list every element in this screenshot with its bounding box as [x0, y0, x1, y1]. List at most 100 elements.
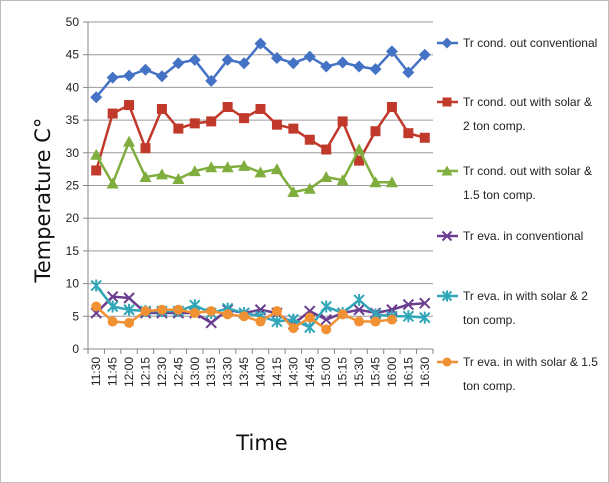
data-point — [156, 103, 167, 114]
data-point — [369, 63, 382, 76]
data-point — [353, 60, 366, 73]
y-tick-label: 45 — [66, 48, 80, 62]
x-tick-label: 12:00 — [122, 357, 136, 387]
legend: Tr cond. out conventional Tr cond. out wi… — [437, 36, 598, 393]
data-point — [91, 165, 102, 176]
data-point — [402, 66, 415, 79]
y-tick-label: 40 — [66, 80, 80, 94]
data-point — [205, 161, 218, 173]
legend-item-2: Tr cond. out with solar & 2 ton comp. — [437, 95, 592, 133]
data-point — [155, 168, 168, 180]
data-point — [402, 310, 415, 323]
data-point — [255, 103, 266, 114]
data-point — [106, 71, 119, 84]
data-point — [173, 123, 184, 134]
legend-marker — [441, 165, 453, 176]
data-point — [206, 306, 217, 317]
data-point — [221, 53, 234, 66]
y-tick-label: 30 — [66, 146, 80, 160]
legend-marker — [442, 357, 452, 367]
data-point — [139, 170, 152, 182]
data-point — [124, 100, 135, 111]
y-axis-ticks: 0 5 10 15 20 25 30 35 40 45 50 — [66, 15, 80, 356]
x-tick-label: 12:45 — [171, 357, 185, 387]
data-point — [90, 91, 103, 104]
data-point — [370, 126, 381, 137]
legend-marker — [442, 97, 452, 107]
data-point — [206, 116, 217, 127]
legend-item-1: Tr cond. out conventional — [437, 36, 597, 50]
data-point — [337, 309, 348, 320]
data-point — [385, 176, 398, 188]
data-point — [189, 118, 200, 129]
data-point — [287, 186, 300, 198]
data-point — [106, 290, 119, 303]
x-tick-label: 15:30 — [352, 357, 366, 387]
data-point — [91, 301, 102, 312]
x-tick-label: 13:45 — [237, 357, 251, 387]
data-point — [139, 63, 152, 76]
data-point — [90, 148, 103, 160]
data-point — [189, 308, 200, 319]
x-tick-label: 16:00 — [385, 357, 399, 387]
x-tick-label: 11:45 — [106, 357, 120, 386]
legend-item-5: Tr eva. in with solar & 2 ton comp. — [437, 289, 588, 327]
data-point — [337, 116, 348, 127]
y-tick-label: 15 — [66, 244, 80, 258]
x-tick-label: 12:15 — [139, 357, 153, 387]
legend-label: Tr cond. out with solar & 2 ton comp. — [463, 95, 592, 133]
data-point — [353, 143, 366, 155]
data-point — [370, 316, 381, 327]
legend-label: Tr eva. in with solar & 2 ton comp. — [463, 289, 588, 327]
data-point — [106, 177, 119, 189]
data-point — [238, 57, 251, 70]
data-point — [238, 159, 251, 171]
legend-label: Tr cond. out conventional — [463, 36, 597, 50]
data-point — [386, 314, 397, 325]
legend-label: Tr eva. in conventional — [463, 229, 583, 243]
data-point — [90, 279, 102, 292]
series-1 — [90, 37, 431, 104]
y-tick-label: 50 — [66, 15, 80, 29]
x-tick-label: 13:30 — [221, 357, 235, 387]
series-layer — [90, 37, 431, 335]
data-point — [288, 323, 299, 334]
data-point — [354, 155, 365, 166]
data-point — [106, 300, 119, 313]
x-tick-label: 15:00 — [319, 357, 333, 387]
legend-label: Tr cond. out with solar & 1.5 ton comp. — [463, 164, 592, 202]
data-point — [403, 128, 414, 139]
x-axis-label: Time — [235, 431, 287, 455]
data-point — [271, 306, 282, 317]
data-point — [239, 113, 250, 124]
data-point — [320, 60, 333, 73]
data-point — [123, 303, 135, 316]
data-point — [107, 316, 118, 327]
y-tick-label: 35 — [66, 113, 80, 127]
data-point — [304, 134, 315, 145]
x-tick-label: 14:30 — [286, 357, 300, 387]
data-point — [140, 143, 151, 154]
x-tick-label: 16:30 — [418, 357, 432, 387]
data-point — [155, 70, 168, 83]
data-point — [188, 53, 201, 66]
data-point — [222, 102, 233, 113]
data-point — [270, 51, 283, 64]
series-6 — [91, 301, 397, 335]
data-point — [107, 108, 118, 119]
y-tick-label: 10 — [66, 277, 80, 291]
data-point — [353, 293, 365, 306]
y-tick-label: 20 — [66, 211, 80, 225]
legend-item-4: Tr eva. in conventional — [437, 229, 583, 243]
data-point — [123, 69, 136, 82]
data-point — [288, 123, 299, 134]
legend-marker — [441, 37, 453, 49]
data-point — [221, 161, 234, 173]
data-point — [188, 165, 201, 177]
series-2 — [91, 100, 430, 176]
data-point — [156, 304, 167, 315]
x-tick-label: 13:15 — [204, 357, 218, 387]
data-point — [222, 309, 233, 320]
data-point — [172, 57, 185, 70]
